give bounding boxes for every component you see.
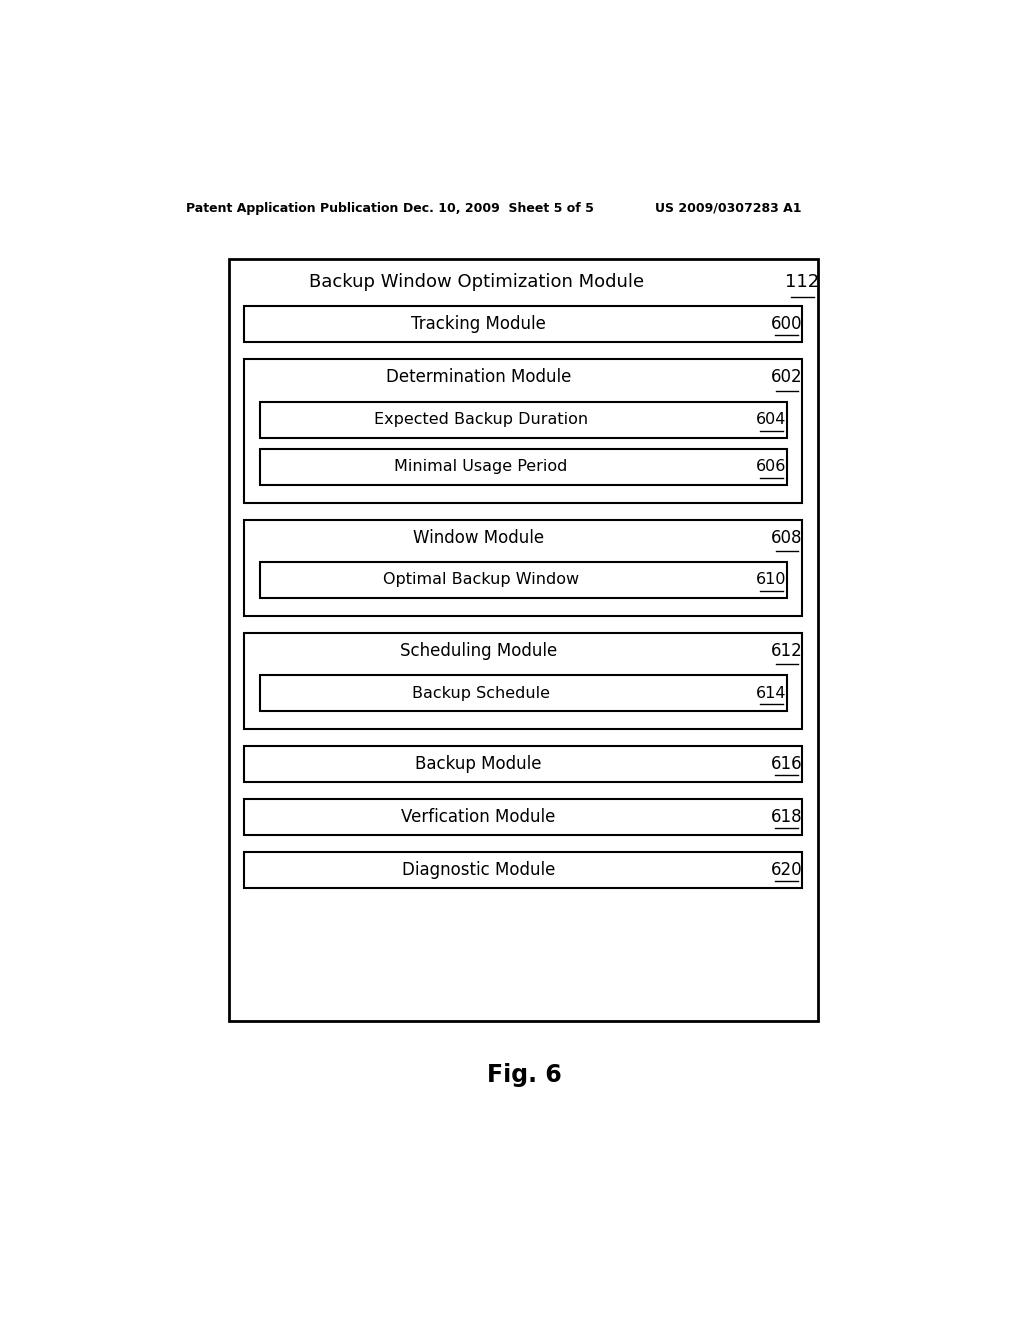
Text: Diagnostic Module: Diagnostic Module bbox=[402, 861, 555, 879]
Text: 620: 620 bbox=[771, 861, 803, 879]
Text: 600: 600 bbox=[771, 315, 803, 334]
Text: Dec. 10, 2009  Sheet 5 of 5: Dec. 10, 2009 Sheet 5 of 5 bbox=[403, 202, 594, 215]
Text: 614: 614 bbox=[756, 685, 786, 701]
Text: Backup Window Optimization Module: Backup Window Optimization Module bbox=[308, 273, 644, 290]
Text: Backup Module: Backup Module bbox=[416, 755, 542, 774]
FancyBboxPatch shape bbox=[245, 359, 802, 503]
FancyBboxPatch shape bbox=[260, 562, 786, 598]
FancyBboxPatch shape bbox=[245, 853, 802, 888]
Text: 602: 602 bbox=[771, 368, 803, 387]
Text: 608: 608 bbox=[771, 528, 803, 546]
Text: 112: 112 bbox=[785, 273, 819, 290]
Text: Determination Module: Determination Module bbox=[386, 368, 571, 387]
Text: Backup Schedule: Backup Schedule bbox=[412, 685, 550, 701]
FancyBboxPatch shape bbox=[245, 520, 802, 616]
FancyBboxPatch shape bbox=[245, 632, 802, 729]
Text: Expected Backup Duration: Expected Backup Duration bbox=[374, 412, 588, 428]
Text: Minimal Usage Period: Minimal Usage Period bbox=[394, 459, 567, 474]
FancyBboxPatch shape bbox=[260, 401, 786, 438]
Text: US 2009/0307283 A1: US 2009/0307283 A1 bbox=[655, 202, 802, 215]
Text: Scheduling Module: Scheduling Module bbox=[400, 642, 557, 660]
Text: 610: 610 bbox=[756, 573, 786, 587]
Text: Optimal Backup Window: Optimal Backup Window bbox=[383, 573, 580, 587]
Text: 616: 616 bbox=[771, 755, 803, 774]
Text: Window Module: Window Module bbox=[413, 528, 544, 546]
FancyBboxPatch shape bbox=[228, 259, 818, 1020]
Text: Fig. 6: Fig. 6 bbox=[487, 1063, 562, 1086]
FancyBboxPatch shape bbox=[245, 799, 802, 836]
Text: 606: 606 bbox=[756, 459, 786, 474]
Text: 604: 604 bbox=[756, 412, 786, 428]
FancyBboxPatch shape bbox=[260, 449, 786, 484]
Text: Tracking Module: Tracking Module bbox=[412, 315, 546, 334]
Text: Verfication Module: Verfication Module bbox=[401, 808, 556, 826]
Text: Patent Application Publication: Patent Application Publication bbox=[186, 202, 398, 215]
FancyBboxPatch shape bbox=[245, 746, 802, 781]
FancyBboxPatch shape bbox=[245, 306, 802, 342]
FancyBboxPatch shape bbox=[260, 675, 786, 711]
Text: 618: 618 bbox=[771, 808, 803, 826]
Text: 612: 612 bbox=[771, 642, 803, 660]
